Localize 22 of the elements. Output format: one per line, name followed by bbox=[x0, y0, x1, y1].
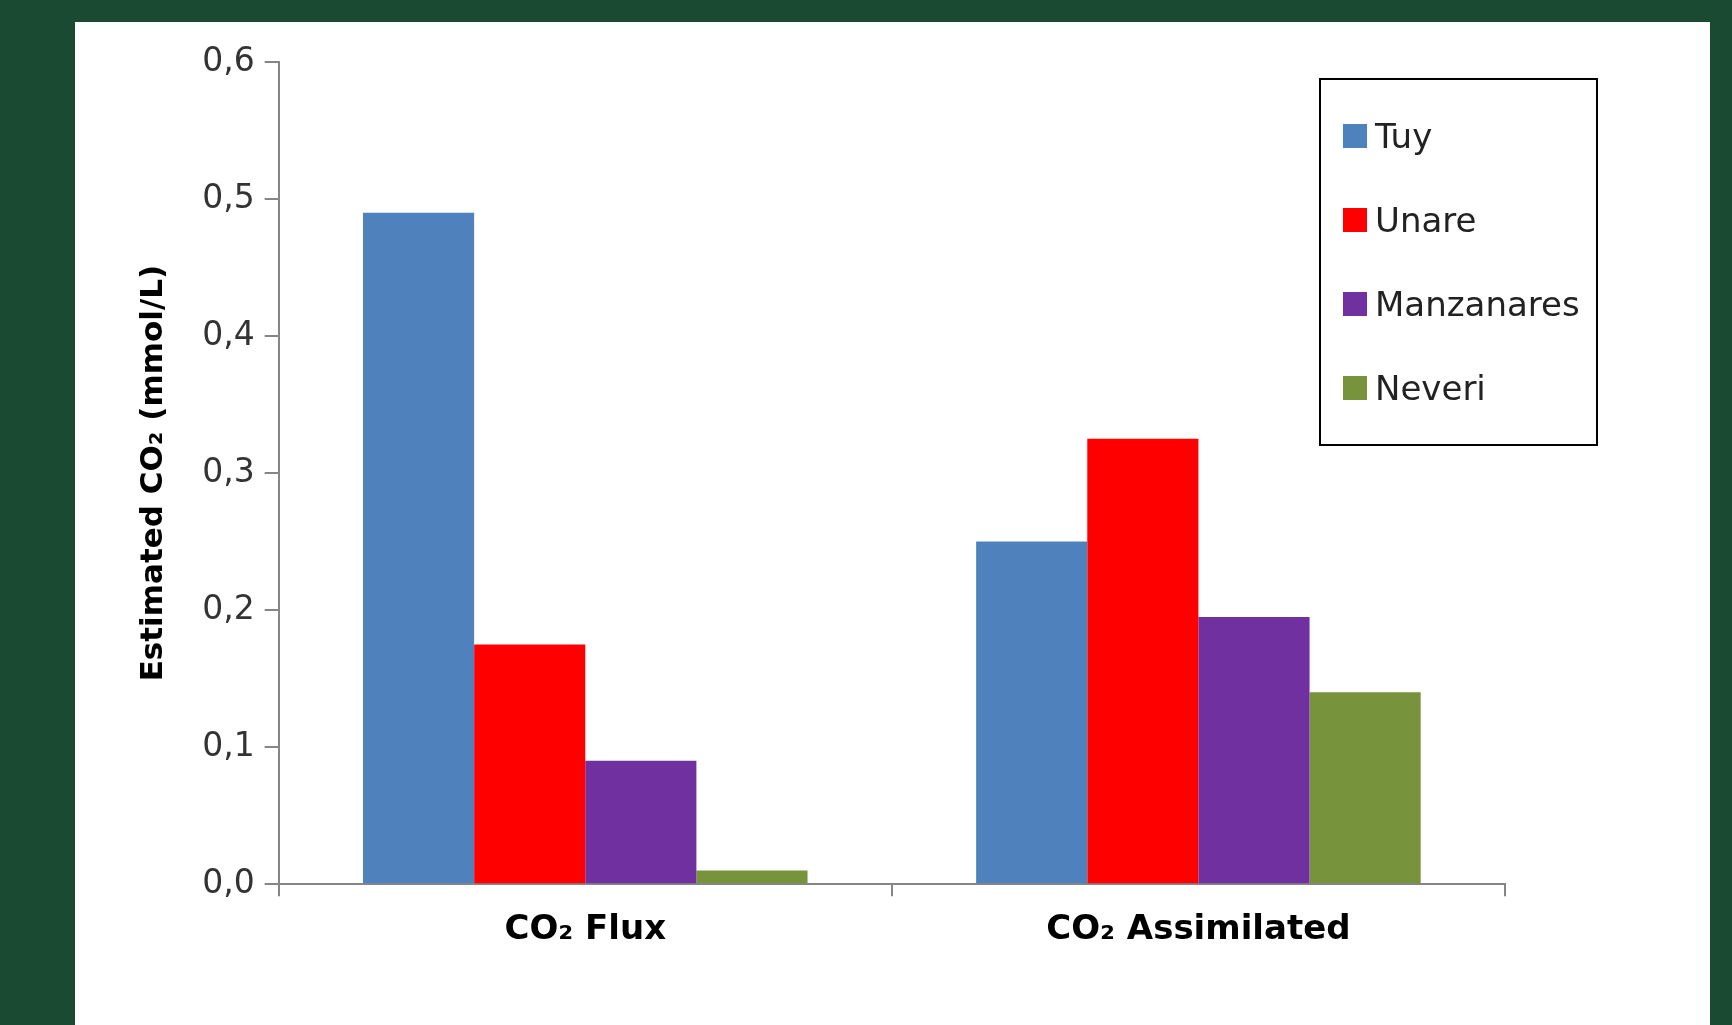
bar bbox=[976, 541, 1088, 884]
y-tick-label: 0,1 bbox=[202, 724, 255, 764]
bar bbox=[1087, 438, 1199, 884]
y-tick-label: 0,0 bbox=[202, 861, 255, 901]
bar bbox=[474, 644, 586, 884]
legend-label: Manzanares bbox=[1375, 284, 1580, 324]
bar bbox=[362, 212, 475, 884]
y-tick-label: 0,6 bbox=[202, 39, 255, 79]
x-tick-label: CO₂ Assimilated bbox=[1046, 907, 1351, 948]
legend-label: Tuy bbox=[1375, 116, 1433, 156]
bar bbox=[696, 870, 808, 884]
bar bbox=[585, 760, 697, 884]
y-tick-label: 0,5 bbox=[202, 176, 255, 216]
y-axis-title: Estimated CO₂ (mmol/L) bbox=[132, 264, 169, 682]
legend-label: Unare bbox=[1375, 200, 1477, 240]
bar bbox=[1198, 616, 1310, 884]
legend-label: Neveri bbox=[1375, 368, 1486, 408]
bar bbox=[1309, 692, 1421, 884]
y-tick-label: 0,3 bbox=[202, 450, 255, 490]
y-tick-label: 0,4 bbox=[202, 313, 255, 353]
x-tick-label: CO₂ Flux bbox=[504, 907, 667, 948]
y-tick-label: 0,2 bbox=[202, 587, 255, 627]
